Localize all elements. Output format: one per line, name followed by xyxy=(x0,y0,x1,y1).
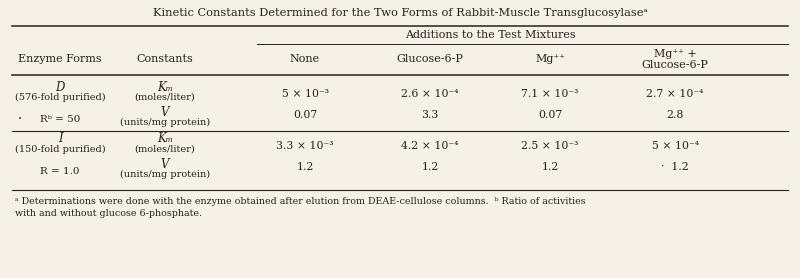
Text: 3.3 × 10⁻³: 3.3 × 10⁻³ xyxy=(276,141,334,151)
Text: Additions to the Test Mixtures: Additions to the Test Mixtures xyxy=(405,30,575,40)
Text: R = 1.0: R = 1.0 xyxy=(40,167,80,175)
Text: 7.1 × 10⁻³: 7.1 × 10⁻³ xyxy=(522,89,578,99)
Text: (units/mg protein): (units/mg protein) xyxy=(120,117,210,126)
Text: V: V xyxy=(161,158,170,170)
Text: Rᵇ = 50: Rᵇ = 50 xyxy=(40,115,80,123)
Text: 5 × 10⁻³: 5 × 10⁻³ xyxy=(282,89,329,99)
Text: 1.2: 1.2 xyxy=(296,162,314,172)
Text: 5 × 10⁻⁴: 5 × 10⁻⁴ xyxy=(651,141,698,151)
Text: I: I xyxy=(58,133,62,145)
Text: Mg⁺⁺ +: Mg⁺⁺ + xyxy=(654,49,696,59)
Text: V: V xyxy=(161,105,170,118)
Text: Kₘ: Kₘ xyxy=(157,133,173,145)
Text: (moles/liter): (moles/liter) xyxy=(134,93,195,101)
Text: 2.6 × 10⁻⁴: 2.6 × 10⁻⁴ xyxy=(402,89,458,99)
Text: Kₘ: Kₘ xyxy=(157,81,173,93)
Text: (units/mg protein): (units/mg protein) xyxy=(120,169,210,178)
Text: 2.8: 2.8 xyxy=(666,110,684,120)
Text: 0.07: 0.07 xyxy=(538,110,562,120)
Text: 2.5 × 10⁻³: 2.5 × 10⁻³ xyxy=(522,141,578,151)
Text: ᵃ Determinations were done with the enzyme obtained after elution from DEAE-cell: ᵃ Determinations were done with the enzy… xyxy=(15,197,586,207)
Text: Kinetic Constants Determined for the Two Forms of Rabbit-Muscle Transglucosylase: Kinetic Constants Determined for the Two… xyxy=(153,8,647,18)
Text: Glucose-6-P: Glucose-6-P xyxy=(642,60,709,70)
Text: ·  1.2: · 1.2 xyxy=(661,162,689,172)
Text: 1.2: 1.2 xyxy=(422,162,438,172)
Text: 1.2: 1.2 xyxy=(542,162,558,172)
Text: .: . xyxy=(18,108,22,122)
Text: with and without glucose 6-phosphate.: with and without glucose 6-phosphate. xyxy=(15,210,202,219)
Text: (moles/liter): (moles/liter) xyxy=(134,145,195,153)
Text: (576-fold purified): (576-fold purified) xyxy=(14,93,106,101)
Text: Constants: Constants xyxy=(137,54,194,64)
Text: 0.07: 0.07 xyxy=(293,110,317,120)
Text: None: None xyxy=(290,54,320,64)
Text: (150-fold purified): (150-fold purified) xyxy=(14,145,106,153)
Text: Glucose-6-P: Glucose-6-P xyxy=(397,54,463,64)
Text: Enzyme Forms: Enzyme Forms xyxy=(18,54,102,64)
Text: 4.2 × 10⁻⁴: 4.2 × 10⁻⁴ xyxy=(402,141,458,151)
Text: 3.3: 3.3 xyxy=(422,110,438,120)
Text: Mg⁺⁺: Mg⁺⁺ xyxy=(535,54,565,64)
Text: 2.7 × 10⁻⁴: 2.7 × 10⁻⁴ xyxy=(646,89,704,99)
Text: D: D xyxy=(55,81,65,93)
